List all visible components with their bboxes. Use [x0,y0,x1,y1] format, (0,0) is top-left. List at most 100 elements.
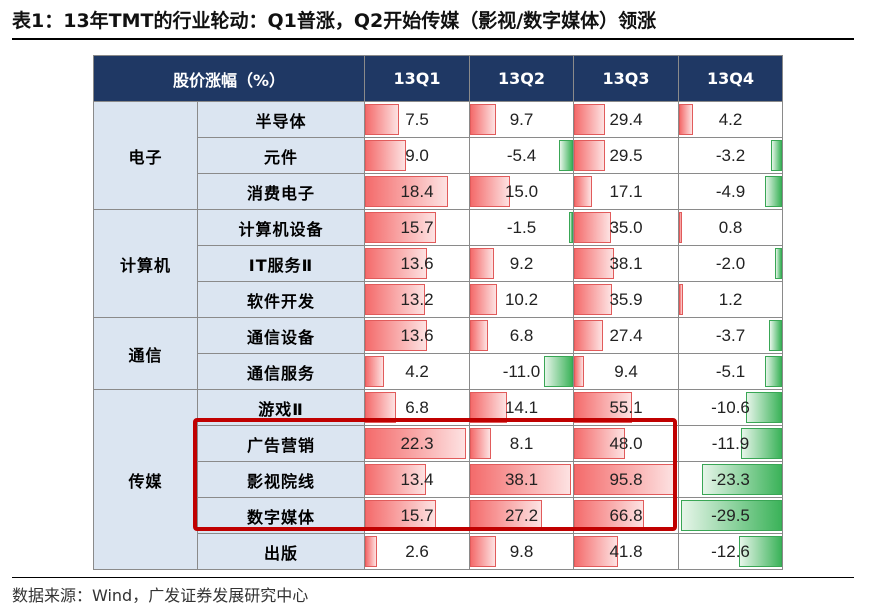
value-cell: 1.2 [678,281,784,318]
value-cell-inner: 48.0 [574,426,678,461]
value-text: 1.2 [718,289,743,309]
value-cell: -3.7 [678,317,784,354]
value-cell-inner: -1.5 [470,210,574,245]
value-cell-inner: -11.9 [679,426,783,461]
positive-bar [365,248,428,279]
value-cell: 48.0 [573,425,680,462]
positive-bar [679,104,694,135]
value-cell-inner: 13.6 [365,318,469,353]
value-cell: -5.1 [678,353,784,390]
value-cell: 18.4 [364,173,471,210]
value-cell: 13.6 [364,317,471,354]
positive-bar [574,176,593,207]
table-title: 表1：13年TMT的行业轮动：Q1普涨，Q2开始传媒（影视/数字媒体）领涨 [12,10,657,32]
value-cell: -2.0 [678,245,784,282]
value-cell-inner: 38.1 [470,462,573,497]
industry-label: 数字媒体 [196,497,366,534]
positive-bar [365,356,385,387]
value-cell: 13.2 [364,281,471,318]
positive-bar [365,176,449,207]
value-cell: -4.9 [678,173,784,210]
value-cell-inner: 38.1 [574,246,678,281]
industry-label: 影视院线 [196,461,366,498]
positive-bar [365,536,378,567]
value-cell-inner: -3.7 [679,318,783,353]
value-cell: 17.1 [573,173,680,210]
value-cell: 15.7 [364,209,471,246]
value-cell-inner: 55.1 [574,390,678,425]
positive-bar [470,248,495,279]
value-text: 13.4 [400,469,434,489]
value-cell-inner: 9.4 [574,354,678,389]
value-cell-inner: 13.6 [365,246,469,281]
value-text: 48.0 [609,433,643,453]
value-cell-inner: 35.9 [574,282,678,317]
header-quarter: 13Q3 [573,55,680,102]
value-cell: 15.0 [469,173,575,210]
value-cell-inner: 13.4 [365,462,469,497]
value-cell-inner: 27.4 [574,318,678,353]
value-cell: 38.1 [469,461,575,498]
value-cell-inner: -10.6 [679,390,783,425]
positive-bar [574,248,615,279]
industry-label: 通信服务 [196,353,366,390]
positive-bar [470,176,511,207]
value-cell-inner: -5.1 [679,354,783,389]
value-text: 4.2 [405,361,429,381]
value-text: 10.2 [504,289,539,309]
group-label: 传媒 [93,389,198,570]
value-cell: -5.4 [469,137,575,174]
value-cell: -29.5 [678,497,784,534]
value-text: 29.4 [609,109,643,129]
value-cell-inner: 10.2 [470,282,573,317]
value-text: 38.1 [504,469,539,489]
value-cell: 10.2 [469,281,575,318]
value-text: 15.0 [504,181,539,201]
value-text: 35.9 [609,289,643,309]
value-cell: -23.3 [678,461,784,498]
value-cell: 27.4 [573,317,680,354]
positive-bar [470,104,497,135]
positive-bar [365,104,400,135]
value-cell: 29.4 [573,101,680,138]
negative-bar [765,176,783,207]
value-cell: 6.8 [364,389,471,426]
value-text: 7.5 [405,109,429,129]
table-row: IT服务Ⅱ 13.6 9.2 38.1 -2.0 [94,245,784,282]
table-row: 消费电子 18.4 15.0 17.1 -4.9 [94,173,784,210]
value-text: 41.8 [609,541,643,561]
negative-bar [569,212,574,243]
value-cell: -1.5 [469,209,575,246]
value-text: -4.9 [715,181,746,201]
group-label: 电子 [93,101,198,210]
positive-bar [574,428,626,459]
positive-bar [679,284,684,315]
positive-bar [574,212,612,243]
negative-bar [741,428,783,459]
value-text: 66.8 [609,505,643,525]
value-cell-inner: 4.2 [679,102,782,137]
positive-bar [470,284,498,315]
value-text: 29.5 [609,145,643,165]
negative-bar [765,356,783,387]
value-text: 13.6 [400,253,434,273]
positive-bar [470,464,572,495]
industry-label: 通信设备 [196,317,366,354]
value-text: 17.1 [609,181,643,201]
industry-label: 游戏Ⅱ [196,389,366,426]
value-cell-inner: 4.2 [365,354,469,389]
table-body: 电子 半导体 7.5 9.7 29.4 4.2 元件 9.0 -5.4 29.5 -3.2 消费电子 1… [93,101,784,570]
value-cell-inner: 66.8 [574,498,678,533]
value-cell-inner: 15.7 [365,498,469,533]
negative-bar [771,140,783,171]
value-cell: 9.0 [364,137,471,174]
value-cell-inner: 14.1 [470,390,573,425]
value-text: 27.4 [609,325,643,345]
value-cell: -12.6 [678,533,784,570]
value-cell: 9.4 [573,353,680,390]
positive-bar [365,320,428,351]
value-cell: -3.2 [678,137,784,174]
positive-bar [365,212,437,243]
value-cell: 8.1 [469,425,575,462]
value-cell: 13.4 [364,461,471,498]
